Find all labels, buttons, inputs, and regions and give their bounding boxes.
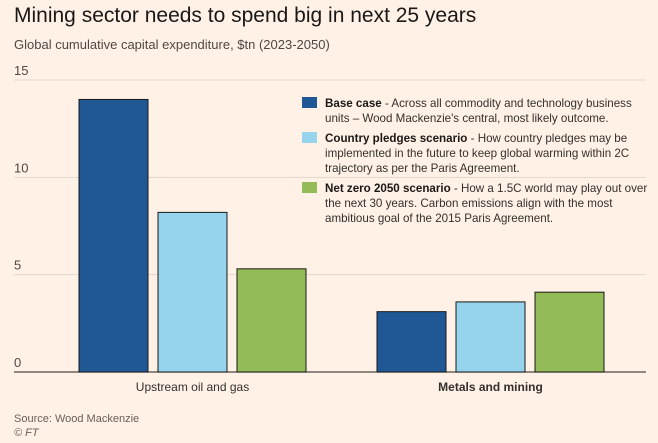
y-tick-label: 5: [14, 258, 21, 273]
y-tick-label: 15: [14, 63, 28, 78]
legend-swatch-net-zero: [302, 182, 317, 193]
bar: [455, 301, 526, 373]
x-tick-label: Upstream oil and gas: [136, 380, 249, 394]
copyright-note: © FT: [14, 427, 39, 439]
legend-description: - Across all commodity and technology bu…: [325, 97, 632, 125]
legend-name: Base case: [325, 97, 382, 110]
legend-description: - How country pledges may be implemented…: [325, 132, 630, 175]
chart-legend: Base case - Across all commodity and tec…: [302, 96, 652, 231]
legend-item-country-pledges: Country pledges scenario - How country p…: [302, 131, 652, 176]
legend-name: Net zero 2050 scenario: [325, 182, 451, 195]
source-note: Source: Wood Mackenzie: [14, 413, 140, 425]
legend-swatch-country-pledges: [302, 132, 317, 143]
bar: [78, 98, 149, 373]
y-tick-label: 10: [14, 160, 28, 175]
bar: [157, 211, 228, 373]
legend-item-base-case: Base case - Across all commodity and tec…: [302, 96, 652, 126]
y-tick-label: 0: [14, 355, 21, 370]
x-tick-label: Metals and mining: [438, 380, 543, 394]
bar: [236, 268, 307, 373]
chart-subtitle: Global cumulative capital expenditure, $…: [14, 37, 330, 52]
bar: [376, 311, 447, 373]
legend-description: - How a 1.5C world may play out over the…: [325, 182, 648, 225]
legend-swatch-base-case: [302, 97, 317, 108]
legend-name: Country pledges scenario: [325, 132, 468, 145]
chart-title: Mining sector needs to spend big in next…: [14, 4, 477, 27]
legend-item-net-zero: Net zero 2050 scenario - How a 1.5C worl…: [302, 181, 652, 226]
bar: [534, 291, 605, 373]
